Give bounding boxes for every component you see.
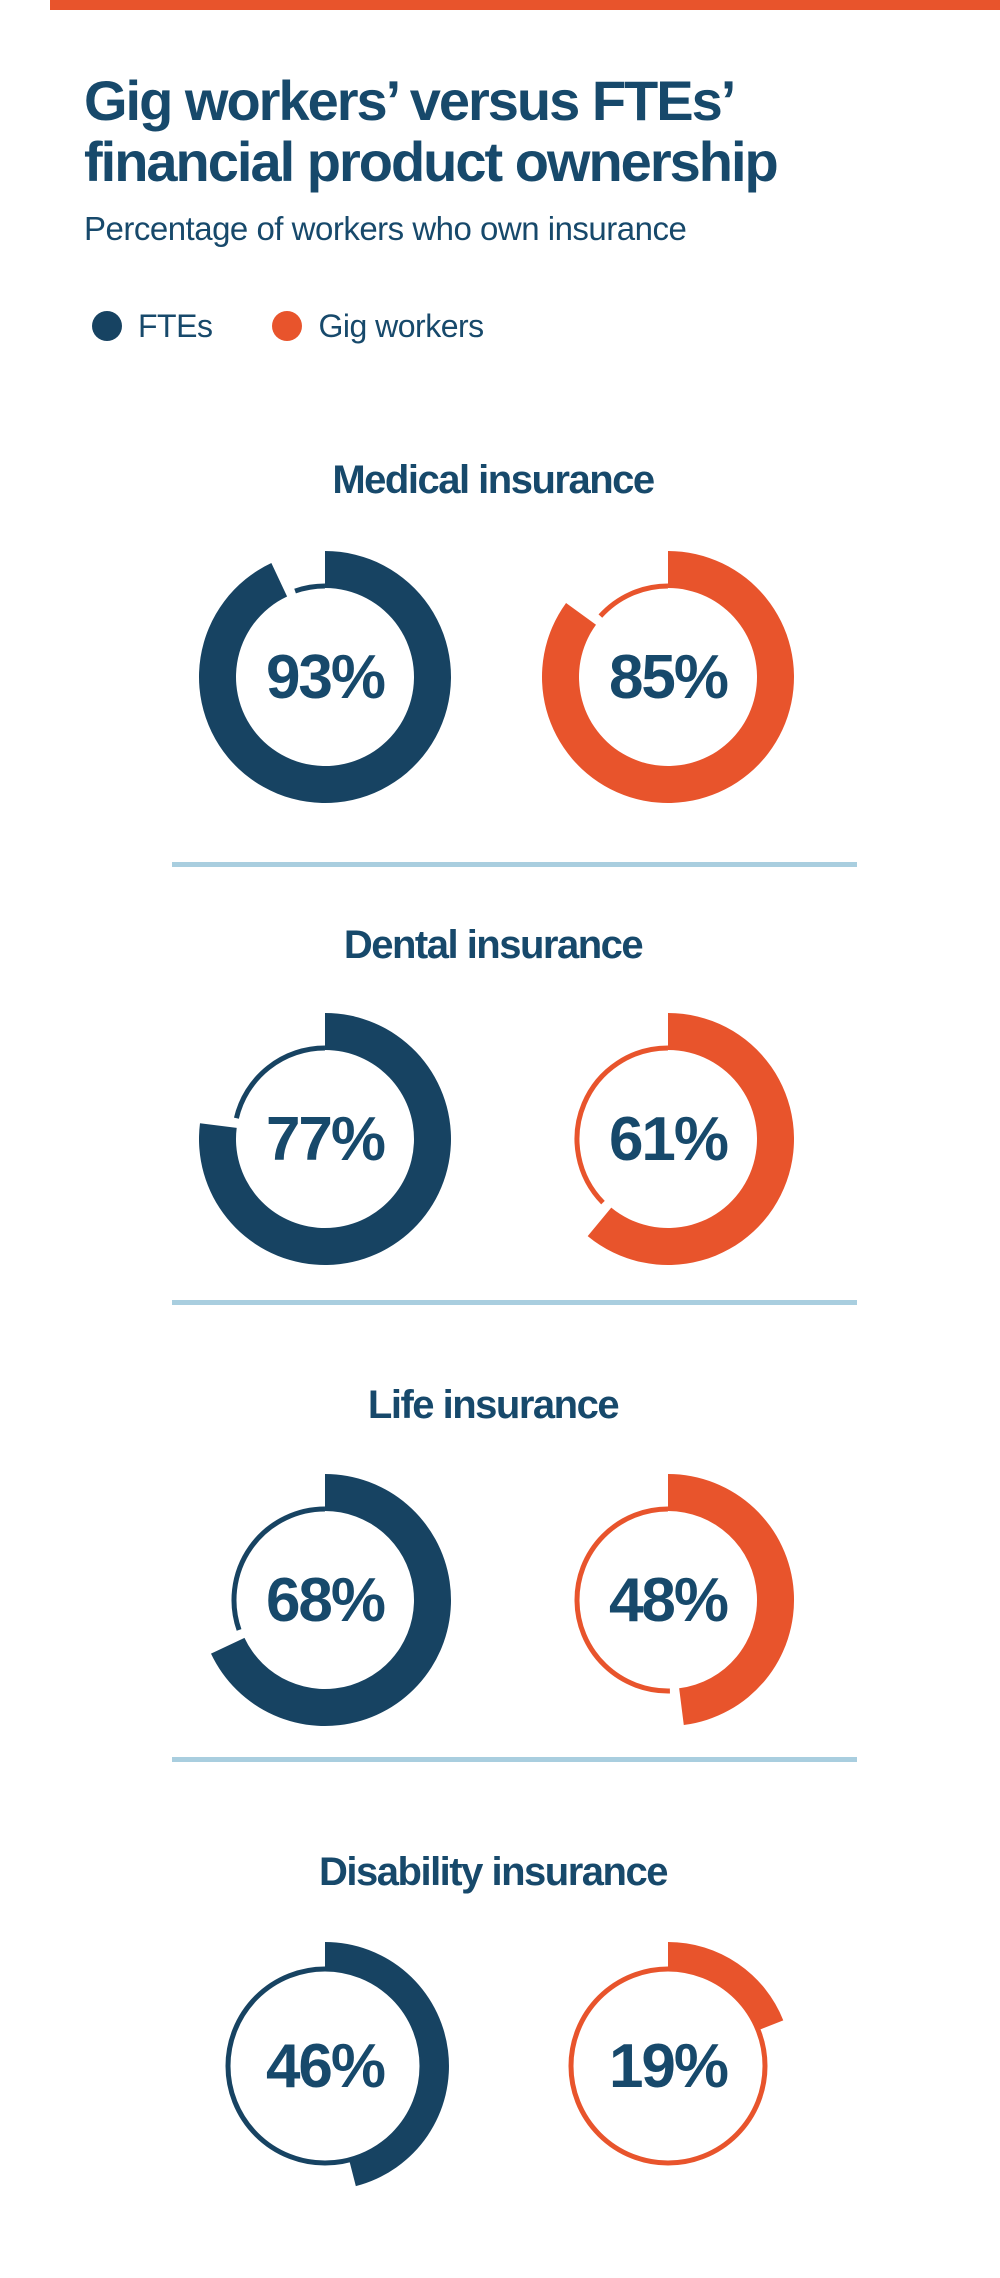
donut-fte-dental: 77% xyxy=(190,1004,460,1274)
section-title-life: Life insurance xyxy=(367,1383,620,1427)
section-divider-2 xyxy=(172,1300,857,1305)
page-subtitle: Percentage of workers who own insurance xyxy=(84,210,687,247)
section-title-medical: Medical insurance xyxy=(332,458,655,502)
page-title-line1: Gig workers’ versus FTEs’ xyxy=(84,69,736,132)
donut-gig-life: 48% xyxy=(533,1465,803,1735)
donut-value-fte-life: 68% xyxy=(265,1565,386,1635)
section-title-disability: Disability insurance xyxy=(319,1850,668,1894)
legend-label-ftes: FTEs xyxy=(138,307,213,344)
donut-value-gig-medical: 85% xyxy=(608,642,729,712)
legend-dot-gig-workers xyxy=(272,311,303,341)
donut-fte-disability: 46% xyxy=(190,1931,460,2201)
donut-gig-dental: 61% xyxy=(533,1004,803,1274)
section-title-dental: Dental insurance xyxy=(343,923,644,967)
donut-value-gig-life: 48% xyxy=(608,1565,729,1635)
donut-gig-disability: 19% xyxy=(533,1931,803,2201)
page-title: Gig workers’ versus FTEs’ financial produ… xyxy=(84,69,779,193)
chart-legend: FTEs Gig workers xyxy=(92,307,484,344)
donut-value-fte-medical: 93% xyxy=(265,642,386,712)
donut-fte-life: 68% xyxy=(190,1465,460,1735)
top-accent-bar xyxy=(50,0,1000,10)
section-divider-1 xyxy=(172,862,857,867)
donut-value-gig-dental: 61% xyxy=(608,1104,729,1174)
page-title-line2: financial product ownership xyxy=(84,130,779,193)
legend-dot-ftes xyxy=(92,311,122,341)
donut-value-gig-disability: 19% xyxy=(608,2031,729,2101)
donut-fte-medical: 93% xyxy=(190,542,460,812)
legend-label-gig-workers: Gig workers xyxy=(318,307,484,344)
donut-value-fte-dental: 77% xyxy=(265,1104,386,1174)
donut-gig-medical: 85% xyxy=(533,542,803,812)
donut-value-fte-disability: 46% xyxy=(265,2031,386,2101)
section-divider-3 xyxy=(172,1757,857,1762)
